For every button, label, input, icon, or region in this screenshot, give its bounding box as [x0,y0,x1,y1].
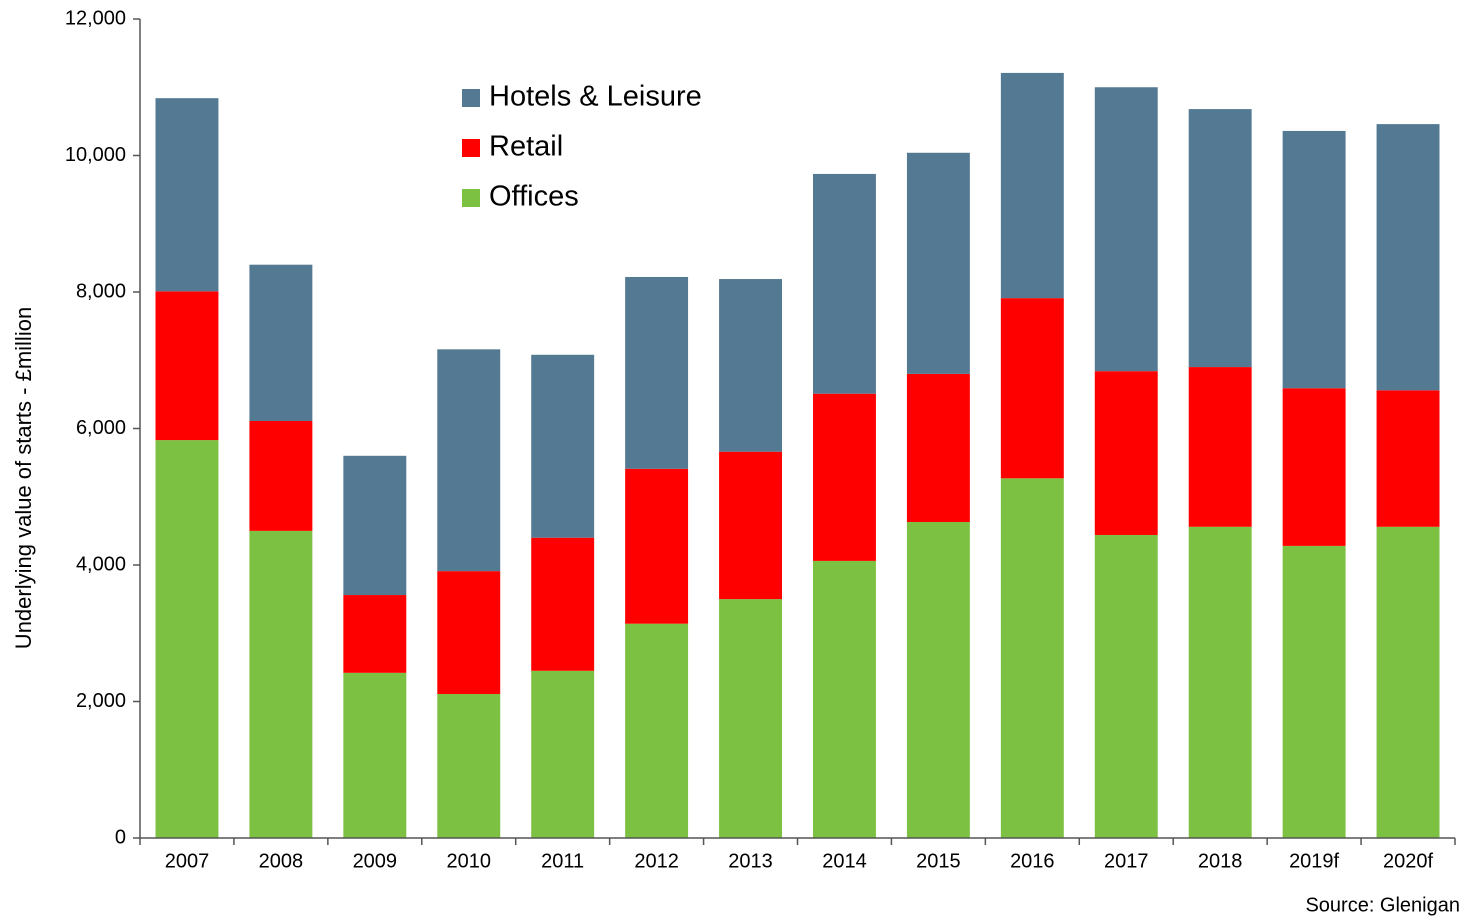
bar-segment [906,152,970,374]
bar-segment [906,522,970,838]
bar-segment [719,279,783,452]
bar-segment [906,373,970,523]
bar-segment [343,672,407,838]
bar-segment [812,173,876,394]
bar-segment [343,455,407,596]
x-tick-label: 2015 [916,850,961,872]
bar-segment [1000,298,1064,479]
bar-segment [1376,390,1440,527]
y-tick-label: 12,000 [65,7,126,29]
bar-segment [531,537,595,671]
y-tick-label: 2,000 [76,690,126,712]
bar-segment [155,440,219,838]
x-tick-label: 2011 [541,850,584,872]
bar-segment [1376,526,1440,838]
bar-segment [249,530,313,838]
legend-label: Hotels & Leisure [489,81,702,113]
bar-segment [1188,526,1252,838]
x-tick-label: 2009 [353,850,398,872]
bar-segment [531,354,595,538]
bar-segment [1000,72,1064,299]
bar-segment [437,349,501,572]
bar-segment [1094,534,1158,838]
x-tick-label: 2018 [1198,850,1243,872]
bar-segment [1000,478,1064,838]
bar-segment [531,670,595,838]
bar-segment [625,623,689,838]
x-tick-label: 2019f [1289,850,1339,872]
bar-segment [1094,87,1158,372]
bar-segment [155,291,219,441]
source-note: Source: Glenigan [1305,894,1460,916]
y-tick-label: 0 [115,826,126,848]
legend-swatch [462,139,480,157]
bar-segment [437,571,501,694]
x-tick-label: 2020f [1383,850,1433,872]
legend-label: Offices [489,181,579,213]
bar-segment [719,451,783,600]
y-tick-label: 10,000 [65,144,126,166]
legend-swatch [462,89,480,107]
y-tick-label: 8,000 [76,280,126,302]
x-tick-label: 2013 [728,850,773,872]
bar-segment [1376,124,1440,391]
x-tick-label: 2012 [634,850,679,872]
bar-segment [343,595,407,673]
bar-segment [155,98,219,292]
bar-segment [625,468,689,624]
x-tick-label: 2017 [1104,850,1149,872]
bar-segment [437,693,501,838]
x-tick-label: 2007 [165,850,210,872]
bar-segment [249,420,313,531]
x-tick-label: 2008 [259,850,304,872]
bar-segment [812,560,876,838]
bar-segment [719,599,783,838]
bar-segment [1188,367,1252,527]
y-tick-label: 4,000 [76,553,126,575]
bar-segment [1094,371,1158,535]
bar-segment [1282,130,1346,389]
legend-label: Retail [489,131,563,163]
bar-segment [1282,388,1346,546]
bar-segment [625,276,689,469]
bar-segment [249,264,313,421]
bar-segment [1188,109,1252,368]
y-tick-label: 6,000 [76,417,126,439]
x-tick-label: 2010 [447,850,492,872]
y-axis-title: Underlying value of starts - £million [11,307,36,649]
bar-segment [812,393,876,561]
x-tick-label: 2016 [1010,850,1055,872]
legend-swatch [462,189,480,207]
x-tick-label: 2014 [822,850,867,872]
bar-segment [1282,545,1346,838]
